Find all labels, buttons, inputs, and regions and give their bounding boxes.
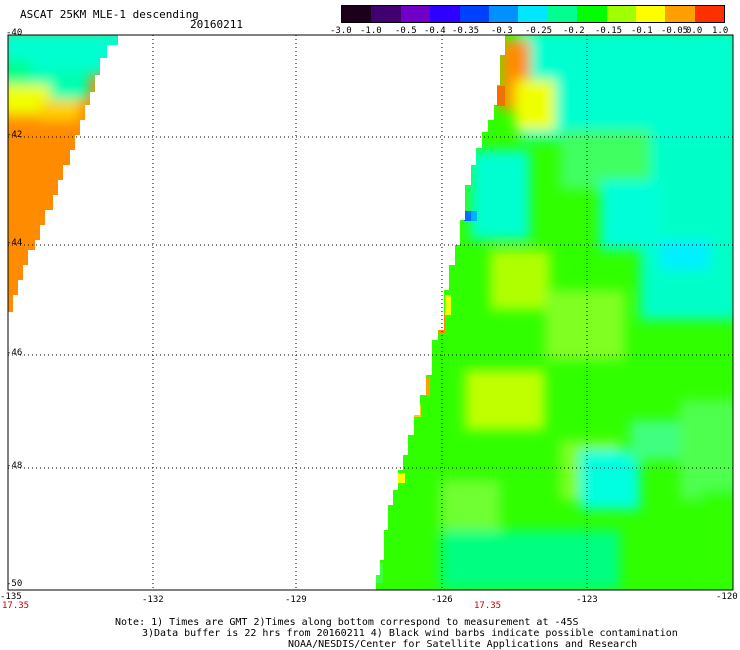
lon-label: -135 <box>0 592 22 602</box>
colorbar-label: -0.1 <box>631 26 653 36</box>
colorbar-label: -0.35 <box>452 26 480 36</box>
lon-label: -123 <box>576 595 598 605</box>
colorbar-segment <box>430 6 460 22</box>
colorbar-segment <box>635 6 666 22</box>
colorbar-segment <box>371 6 401 22</box>
colorbar-segment <box>518 6 548 22</box>
colorbar <box>341 5 725 23</box>
time-label: 17.35 <box>2 601 30 611</box>
map-grid <box>8 35 733 590</box>
colorbar-label: 0.0 <box>686 26 703 36</box>
colorbar-label: -0.2 <box>563 26 585 36</box>
colorbar-segment <box>577 6 607 22</box>
lon-label: -126 <box>431 595 453 605</box>
map-date: 20160211 <box>190 18 243 31</box>
footer-note-2: 3)Data buffer is 22 hrs from 20160211 4)… <box>142 628 678 639</box>
colorbar-label: -0.05 <box>661 26 689 36</box>
colorbar-label: -0.25 <box>525 26 553 36</box>
colorbar-labels: -3.0 -1.0 -0.5 -0.4 -0.35 -0.3 -0.25 -0.… <box>330 26 730 38</box>
lat-label: -50 <box>6 579 23 589</box>
colorbar-segment <box>606 6 636 22</box>
swath-right <box>376 35 733 590</box>
lat-label: -40 <box>6 28 23 38</box>
colorbar-label: -0.3 <box>491 26 513 36</box>
footer-note-1: Note: 1) Times are GMT 2)Times along bot… <box>115 617 579 628</box>
swath-left <box>8 35 118 312</box>
lat-label: -46 <box>6 348 23 358</box>
lat-label: -44 <box>6 238 23 248</box>
colorbar-segment <box>488 6 519 22</box>
lat-label: -48 <box>6 461 23 471</box>
lon-label: -132 <box>142 595 164 605</box>
lon-label: -129 <box>285 595 307 605</box>
colorbar-label: -0.4 <box>424 26 446 36</box>
time-label: 17.35 <box>474 601 502 611</box>
footer-note-3: NOAA/NESDIS/Center for Satellite Applica… <box>288 639 638 650</box>
colorbar-segment <box>400 6 431 22</box>
map-title: ASCAT 25KM MLE-1 descending <box>20 8 199 21</box>
colorbar-segment <box>665 6 695 22</box>
lon-label: -120 <box>716 592 738 602</box>
colorbar-label: -1.0 <box>360 26 382 36</box>
colorbar-segment <box>694 6 725 22</box>
colorbar-label: 1.0 <box>712 26 729 36</box>
colorbar-label: -0.5 <box>395 26 417 36</box>
colorbar-label: -3.0 <box>330 26 352 36</box>
colorbar-segment <box>342 6 372 22</box>
lat-label: -42 <box>6 130 23 140</box>
colorbar-segment <box>459 6 489 22</box>
colorbar-label: -0.15 <box>595 26 623 36</box>
colorbar-segment <box>547 6 578 22</box>
map-frame <box>7 34 734 591</box>
